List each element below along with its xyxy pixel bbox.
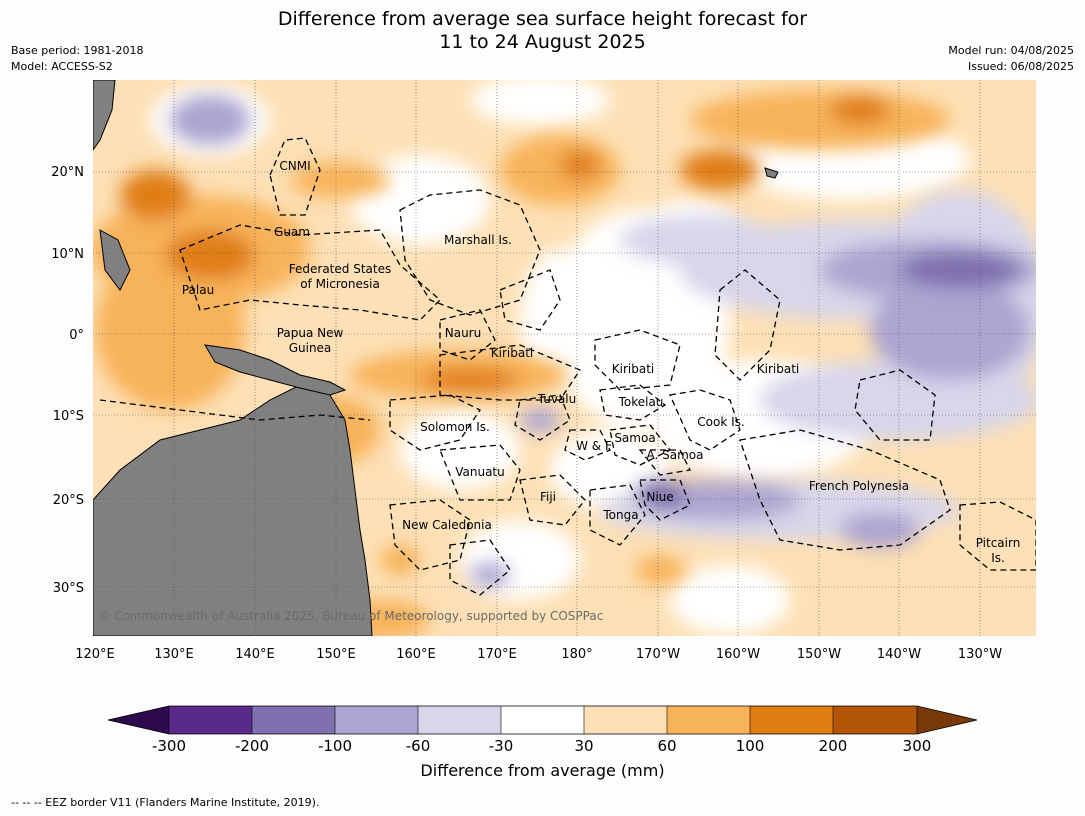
svg-text:-60: -60 [406,737,431,755]
eez-footnote: -- -- -- EEZ border V11 (Flanders Marine… [11,796,320,809]
label-cook: Cook Is. [697,415,744,429]
colorbar-dividers [168,706,918,734]
title-line1: Difference from average sea surface heig… [277,8,808,30]
label-pitcairn-1: Pitcairn [976,536,1021,550]
australia [93,384,373,636]
svg-text:-100: -100 [318,737,352,755]
colorbar-bin [418,706,501,734]
svg-text:-200: -200 [235,737,269,755]
svg-text:130°E: 130°E [154,647,194,662]
svg-text:170°W: 170°W [636,647,680,662]
colorbar-label: Difference from average (mm) [420,761,665,780]
svg-text:200: 200 [819,737,848,755]
svg-text:60: 60 [657,737,676,755]
label-pitcairn-2: Is. [991,551,1005,565]
svg-text:150°W: 150°W [797,647,841,662]
svg-text:180°: 180° [561,647,592,662]
label-fsm-1: Federated States [289,262,391,276]
asia-coast [93,80,116,151]
svg-text:20°S: 20°S [53,493,84,508]
colorbar-bin [750,706,833,734]
label-png-2: Guinea [289,341,332,355]
colorbar-bin [252,706,335,734]
label-tuvalu: Tuvalu [537,392,577,406]
hawaii [764,167,779,179]
svg-text:100: 100 [736,737,765,755]
map-labels: CNMI Guam Marshall Is. Federated States … [182,159,1020,565]
model-name: Model: ACCESS-S2 [11,60,113,73]
copyright-notice: © Commonwealth of Australia 2025, Bureau… [98,609,604,623]
colorbar-bin [501,706,584,734]
base-period: Base period: 1981-2018 [11,44,144,57]
land-masses [93,80,779,636]
negative-anomaly-zones [170,95,1036,587]
label-kiribati-c: Kiribati [612,362,654,376]
label-kiribati-w: Kiribati [491,346,533,360]
svg-text:20°N: 20°N [51,165,84,180]
title-line2: 11 to 24 August 2025 [439,31,646,53]
svg-text:-300: -300 [152,737,186,755]
eez-borders [99,137,1036,596]
label-niue: Niue [646,490,673,504]
colorbar-bin [584,706,667,734]
graticule [93,80,1036,636]
colorbar: -300 -200 -100 -60 -30 30 60 100 200 300 [107,705,978,755]
new-guinea [204,344,347,396]
issued-date: Issued: 06/08/2025 [967,60,1074,73]
svg-text:150°E: 150°E [316,647,356,662]
svg-text:-30: -30 [489,737,514,755]
philippines [99,229,131,291]
colorbar-high-extend [917,706,977,734]
meta-left: Base period: 1981-2018 Model: ACCESS-S2 [11,43,143,75]
label-png-1: Papua New [277,326,344,340]
colorbar-bin [169,706,252,734]
colorbar-bin [667,706,750,734]
label-wallis-futuna: W & F [576,439,612,453]
svg-text:140°E: 140°E [235,647,275,662]
svg-text:30: 30 [574,737,593,755]
label-guam: Guam [274,225,310,239]
meta-right: Model run: 04/08/2025 Issued: 06/08/2025 [948,43,1074,75]
svg-text:140°W: 140°W [877,647,921,662]
label-vanuatu: Vanuatu [455,465,505,479]
label-palau: Palau [182,283,214,297]
label-tokelau: Tokelau [618,395,664,409]
svg-text:120°E: 120°E [75,647,115,662]
label-american-samoa: A. Samoa [647,448,704,462]
label-kiribati-e: Kiribati [757,362,799,376]
svg-text:300: 300 [903,737,932,755]
lat-tick-labels: 20°N 10°N 0° 10°S 20°S 30°S [51,165,84,596]
colorbar-bin [833,706,917,734]
label-nauru: Nauru [445,326,481,340]
label-solomon: Solomon Is. [420,420,490,434]
svg-text:10°N: 10°N [51,247,84,262]
chart-title: Difference from average sea surface heig… [0,8,1085,54]
svg-text:130°W: 130°W [958,647,1002,662]
colorbar-bin [335,706,418,734]
lon-tick-labels: 120°E 130°E 140°E 150°E 160°E 170°E 180°… [75,647,1002,662]
colorbar-low-extend [108,706,169,734]
svg-text:160°W: 160°W [716,647,760,662]
label-marshall: Marshall Is. [444,233,512,247]
colorbar-tick-labels: -300 -200 -100 -60 -30 30 60 100 200 300 [152,737,931,755]
label-fsm-2: of Micronesia [300,277,380,291]
label-cnmi: CNMI [279,159,310,173]
model-run: Model run: 04/08/2025 [948,44,1074,57]
label-samoa: Samoa [614,431,655,445]
label-french-polynesia: French Polynesia [809,479,909,493]
label-fiji: Fiji [540,490,556,504]
label-tonga: Tonga [602,508,638,522]
label-new-caledonia: New Caledonia [402,518,492,532]
svg-text:0°: 0° [69,328,84,343]
svg-text:170°E: 170°E [477,647,517,662]
svg-text:30°S: 30°S [53,581,84,596]
svg-text:10°S: 10°S [53,409,84,424]
svg-text:160°E: 160°E [396,647,436,662]
